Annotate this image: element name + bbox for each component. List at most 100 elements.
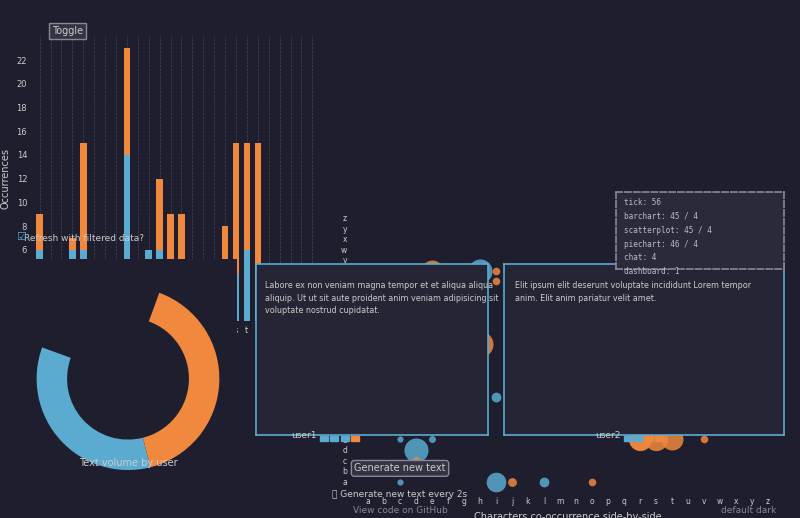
Bar [244,250,250,321]
Wedge shape [143,293,219,467]
Text: ⬜ Generate new text every 2s: ⬜ Generate new text every 2s [333,490,467,499]
Point [666,435,678,443]
Text: Text volume by user: Text volume by user [78,458,178,468]
Point [538,393,550,401]
Point [442,287,454,296]
Bar [167,214,174,274]
Wedge shape [37,348,150,470]
Point [410,362,422,370]
Point [650,435,662,443]
Point [570,393,582,401]
Text: default dark: default dark [721,506,776,515]
Text: ☑: ☑ [16,232,26,242]
Point [410,393,422,401]
Point [698,435,710,443]
Point [426,277,438,285]
Bar [124,48,130,155]
Point [410,393,422,401]
Point [554,340,566,349]
Point [538,478,550,486]
Point [490,266,502,275]
X-axis label: Characters co-occurrence side-by-side: Characters co-occurrence side-by-side [474,511,662,518]
Bar [266,285,272,321]
Bar [58,309,65,321]
Bar [156,179,163,250]
Point [458,266,470,275]
Bar [156,250,163,321]
Point [362,287,374,296]
X-axis label: Characters: Characters [150,340,202,351]
Point [410,446,422,454]
Point [586,478,598,486]
Bar [167,274,174,321]
Point [506,393,518,401]
Bar [189,297,196,321]
Point [362,277,374,285]
Point [586,340,598,349]
Bar [222,226,228,274]
Text: Labore ex non veniam magna tempor et et aliqua aliqua
aliquip. Ut ut sit aute pr: Labore ex non veniam magna tempor et et … [266,281,498,315]
Point [538,266,550,275]
Bar [200,262,206,321]
Point [634,435,646,443]
Point [378,329,390,338]
Y-axis label: Occurrences: Occurrences [1,148,11,209]
Point [426,340,438,349]
Point [362,351,374,359]
Point [506,478,518,486]
Point [730,266,742,275]
Bar [189,262,196,297]
Bar [69,250,76,321]
Point [426,266,438,275]
Point [394,435,406,443]
Point [426,435,438,443]
Text: View code on GitHub: View code on GitHub [353,506,447,515]
Point [426,404,438,412]
Point [426,362,438,370]
Text: user2: user2 [595,430,621,440]
Point [666,393,678,401]
Bar [113,309,119,321]
Point [474,277,486,285]
Bar [254,143,261,309]
Point [474,287,486,296]
Point [714,266,726,275]
Bar [211,297,218,321]
Point [634,435,646,443]
Bar [244,143,250,250]
Bar [146,250,152,321]
Bar [233,143,239,274]
Point [490,478,502,486]
Point [474,340,486,349]
Point [554,340,566,349]
Text: user1: user1 [291,430,317,440]
Text: Generate new text: Generate new text [354,464,446,473]
Bar [124,155,130,321]
Text: tick: 56
barchart: 45 / 4
scatterplot: 45 / 4
piechart: 46 / 4
chat: 4
dashboard: tick: 56 barchart: 45 / 4 scatterplot: 4… [624,198,712,277]
Bar [222,274,228,321]
Bar [47,309,54,321]
Point [490,277,502,285]
Text: Toggle: Toggle [52,26,83,36]
Point [762,266,774,275]
Point [682,298,694,306]
Point [650,351,662,359]
Point [410,456,422,465]
Point [362,467,374,475]
Point [682,266,694,275]
Point [570,393,582,401]
Bar [80,143,86,250]
Point [570,266,582,275]
Point [586,298,598,306]
Bar [36,214,43,250]
Point [394,478,406,486]
Bar [254,309,261,321]
Point [490,393,502,401]
Bar [80,250,86,321]
Point [474,266,486,275]
Point [650,351,662,359]
Point [586,319,598,327]
Bar [36,250,43,321]
Point [602,319,614,327]
Point [538,393,550,401]
